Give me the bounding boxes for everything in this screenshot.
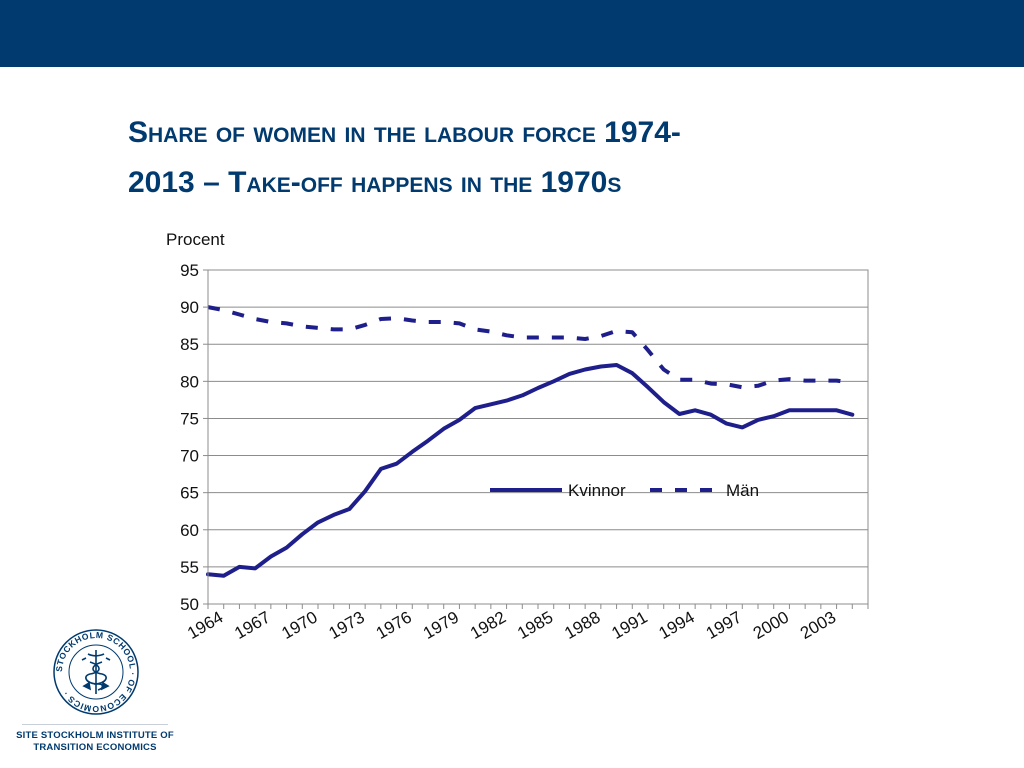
y-tick-label-95: 95	[180, 261, 199, 280]
plot-frame	[207, 269, 869, 605]
x-tick-label-1994: 1994	[656, 608, 698, 643]
legend-label-2: Män	[726, 481, 759, 500]
slide-title-line-1: Share of women in the labour force 1974-	[128, 116, 681, 149]
y-tick-label-50: 50	[180, 595, 199, 614]
legend-label-1: Kvinnor	[568, 481, 626, 500]
x-tick-label-1973: 1973	[326, 608, 368, 643]
stockholm-school-seal-icon: STOCKHOLM SCHOOL · OF ECONOMICS ·	[53, 629, 139, 715]
legend: Kvinnor Män	[490, 481, 759, 500]
y-tick-label-70: 70	[180, 447, 199, 466]
site-institute-text: SITE STOCKHOLM INSTITUTE OF TRANSITION E…	[10, 730, 180, 754]
logo-text-line-1: SITE STOCKHOLM INSTITUTE OF	[16, 730, 174, 741]
caduceus-icon	[81, 650, 111, 694]
x-tick-label-1970: 1970	[278, 608, 320, 643]
x-tick-label-2000: 2000	[750, 608, 792, 643]
x-tick-label-1967: 1967	[231, 608, 273, 643]
x-tick-label-2003: 2003	[797, 608, 839, 643]
y-axis-label: Procent	[166, 230, 225, 249]
site-logo: STOCKHOLM SCHOOL · OF ECONOMICS · SITE S…	[10, 628, 180, 758]
x-tick-label-1976: 1976	[373, 608, 415, 643]
slide-title-line-2: 2013 – Take-off happens in the 1970s	[128, 166, 622, 199]
y-tick-label-90: 90	[180, 298, 199, 317]
x-tick-label-1991: 1991	[608, 608, 650, 643]
x-tick-label-1985: 1985	[514, 608, 556, 643]
series-line-2	[207, 305, 853, 390]
grid-lines	[208, 306, 868, 568]
logo-text-line-2: TRANSITION ECONOMICS	[33, 742, 157, 753]
y-tick-label-80: 80	[180, 372, 199, 391]
y-tick-label-65: 65	[180, 484, 199, 503]
y-tick-label-85: 85	[180, 335, 199, 354]
x-tick-label-1988: 1988	[561, 608, 603, 643]
y-tick-label-60: 60	[180, 521, 199, 540]
header-bar	[0, 0, 1024, 67]
logo-divider	[22, 724, 168, 725]
y-tick-label-75: 75	[180, 409, 199, 428]
slide-title: Share of women in the labour force 1974-…	[128, 108, 948, 208]
series-lines	[206, 305, 855, 578]
x-tick-label-1997: 1997	[703, 608, 745, 643]
x-tick-label-1982: 1982	[467, 608, 509, 643]
x-tick-label-1979: 1979	[420, 608, 462, 643]
y-tick-label-55: 55	[180, 558, 199, 577]
series-line-1	[206, 363, 855, 578]
